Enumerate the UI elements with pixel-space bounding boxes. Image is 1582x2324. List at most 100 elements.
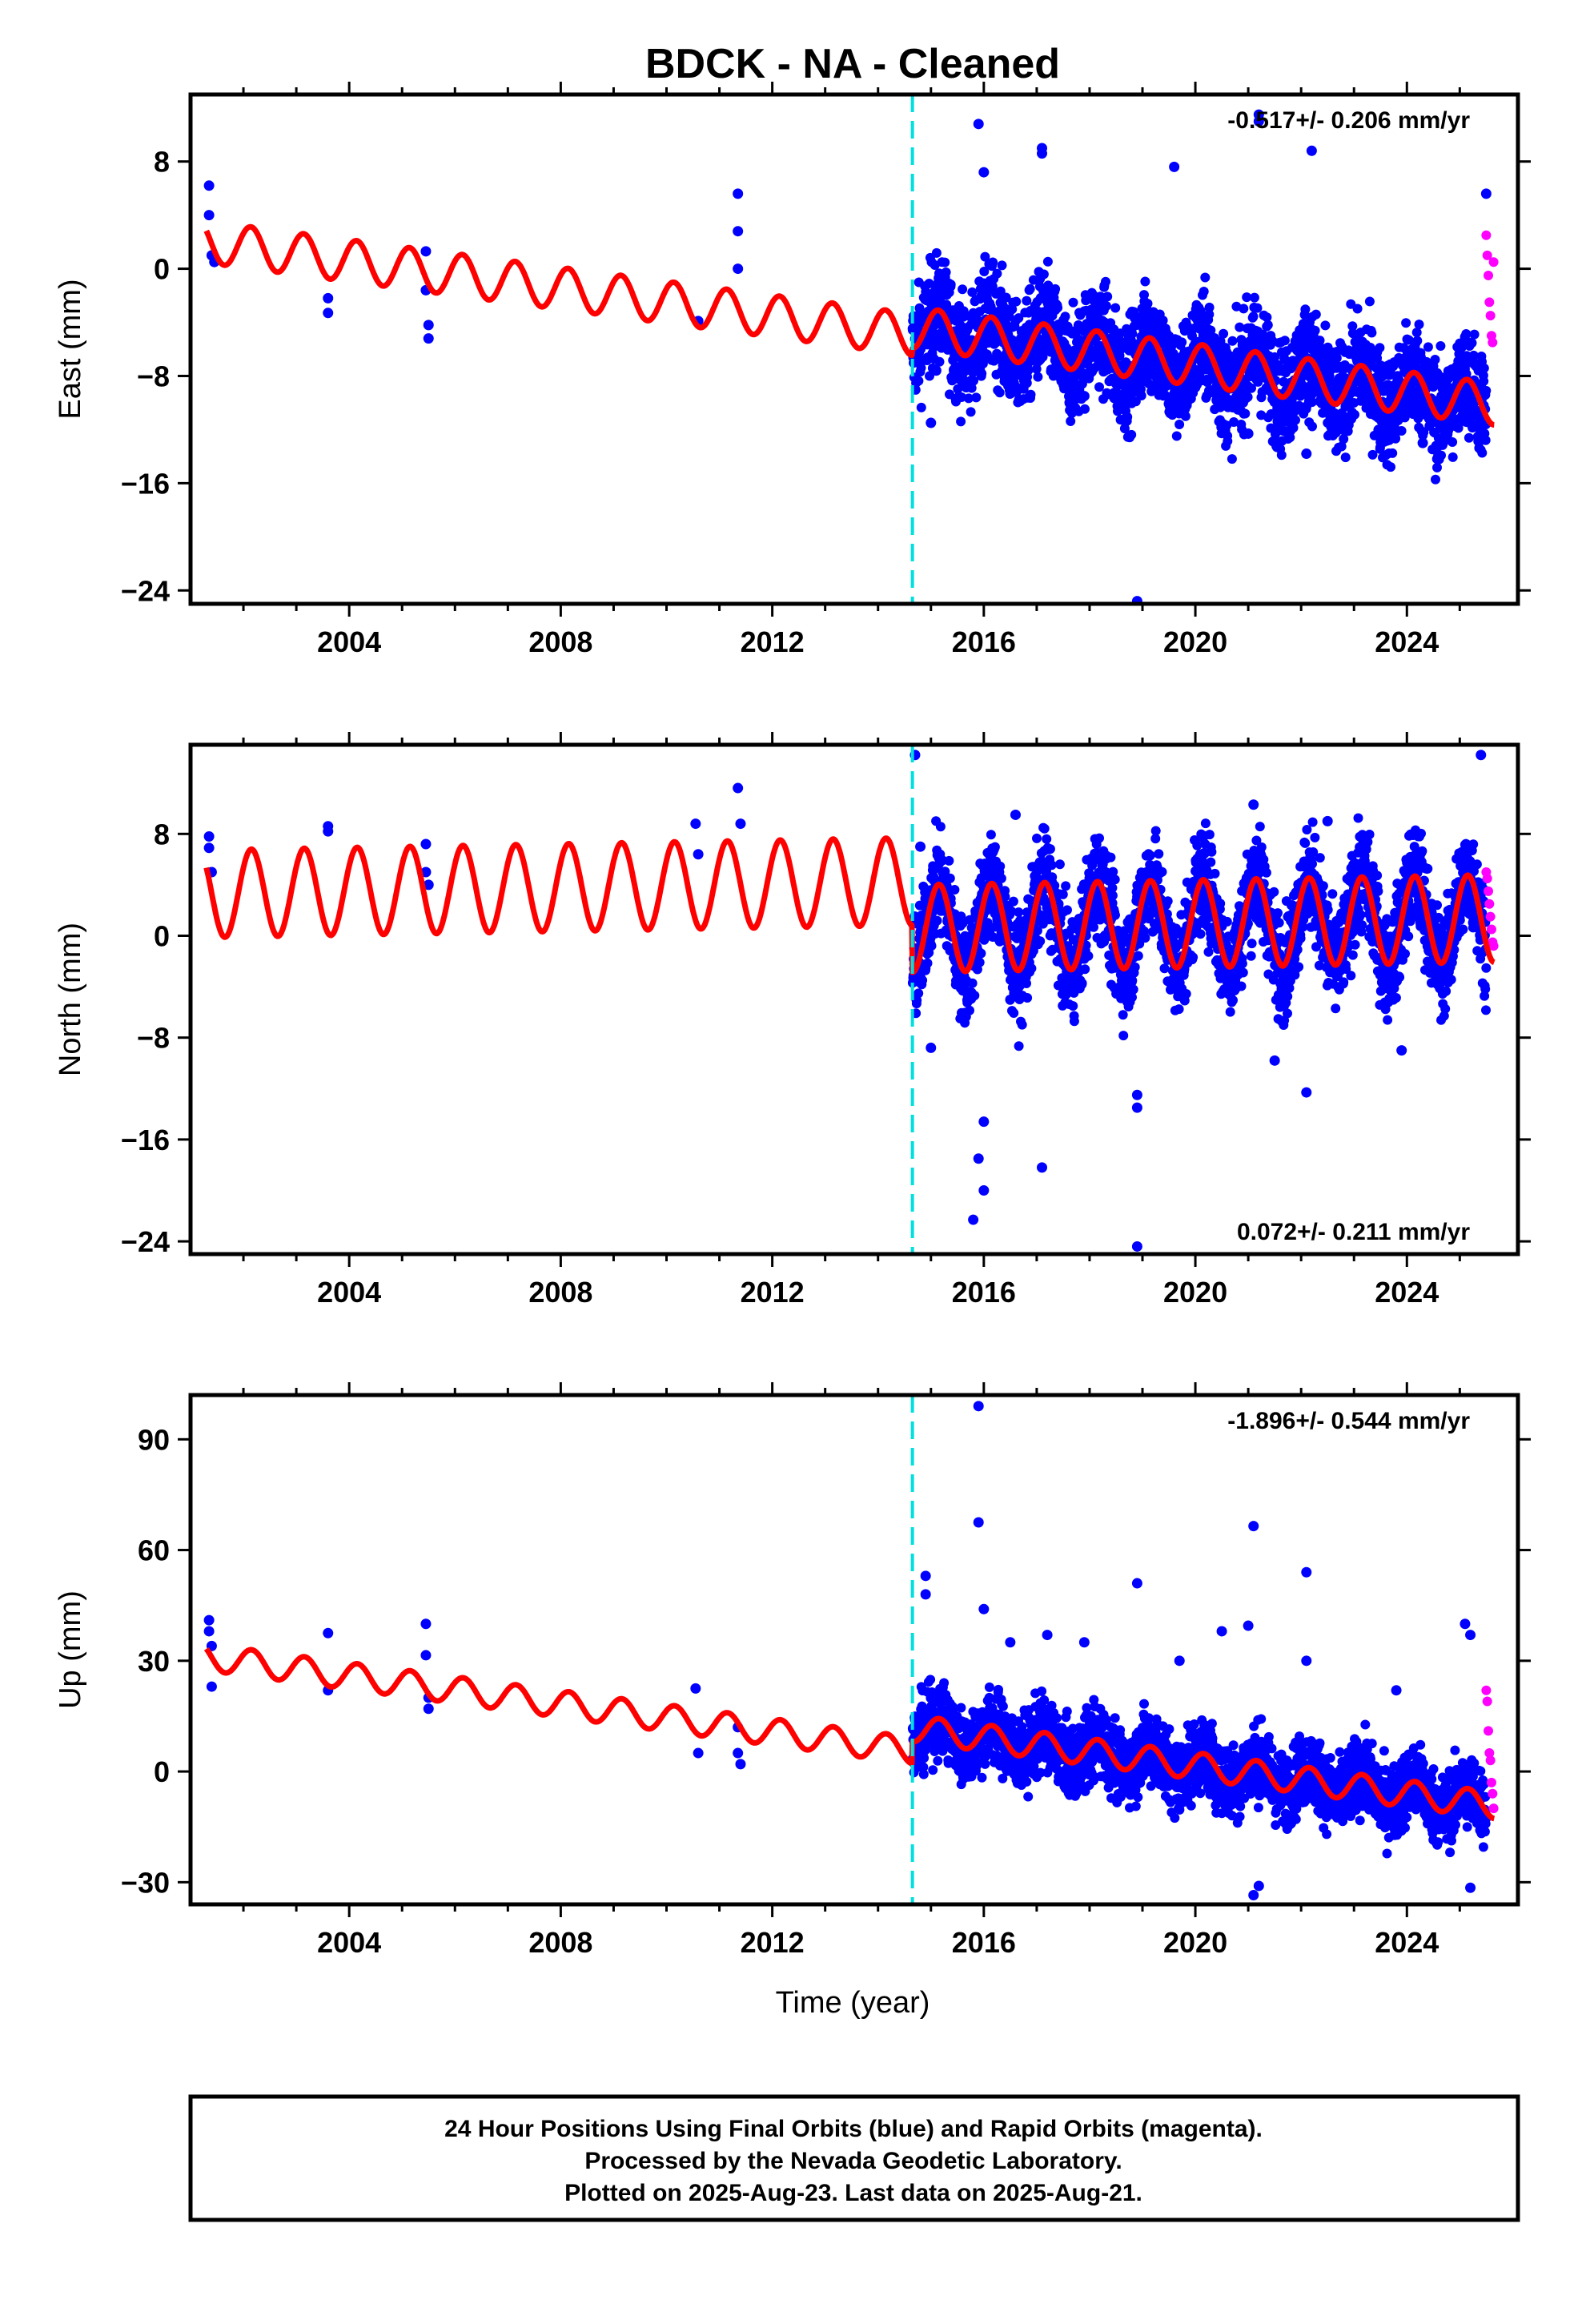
final-orbit-point	[1050, 283, 1061, 294]
final-orbit-point	[1252, 303, 1263, 313]
final-orbit-point	[1101, 276, 1110, 287]
final-orbit-point	[733, 188, 744, 199]
final-orbit-point	[1162, 896, 1173, 907]
final-orbit-point	[1373, 886, 1383, 896]
final-orbit-point	[203, 180, 215, 191]
x-tick-label: 2012	[741, 625, 805, 658]
final-orbit-point	[931, 247, 942, 258]
final-orbit-point	[997, 260, 1007, 271]
final-orbit-point	[1412, 336, 1423, 346]
final-orbit-point	[1060, 312, 1070, 322]
east-y-ticks	[178, 160, 1531, 592]
final-orbit-point	[203, 210, 215, 221]
final-orbit-point	[1032, 833, 1042, 843]
final-orbit-point	[950, 885, 960, 895]
final-orbit-point	[1367, 328, 1377, 338]
final-orbit-point	[1225, 1007, 1235, 1017]
final-orbit-point	[946, 279, 956, 290]
final-orbit-point	[1068, 297, 1078, 308]
final-orbit-point	[953, 384, 963, 394]
final-orbit-point	[976, 948, 986, 959]
final-orbit-point	[423, 333, 434, 344]
rapid-orbit-point	[1484, 270, 1494, 280]
final-orbit-point	[1145, 850, 1155, 861]
final-orbit-point	[1014, 1041, 1024, 1051]
final-orbit-point	[913, 376, 924, 386]
final-orbit-point	[1306, 145, 1317, 156]
final-orbit-point	[1011, 296, 1022, 307]
final-orbit-point	[1339, 434, 1349, 444]
final-orbit-point	[1295, 933, 1306, 943]
final-orbit-point	[1315, 336, 1325, 346]
final-orbit-point	[1061, 881, 1071, 891]
final-orbit-point	[1017, 1019, 1027, 1030]
rapid-orbit-point	[1484, 297, 1495, 308]
final-orbit-point	[1270, 352, 1280, 362]
final-orbit-point	[916, 402, 926, 412]
final-orbit-point	[1006, 907, 1017, 916]
y-tick-label: 8	[154, 146, 170, 179]
final-orbit-point	[1133, 951, 1143, 961]
final-orbit-point	[986, 830, 996, 840]
x-tick-label: 2008	[528, 625, 592, 658]
final-orbit-point	[1391, 993, 1401, 1003]
final-orbit-point	[1188, 952, 1199, 963]
final-orbit-point	[1031, 364, 1042, 374]
final-orbit-point	[1480, 188, 1492, 199]
final-orbit-point	[1294, 962, 1304, 972]
final-orbit-point	[1045, 844, 1055, 854]
final-orbit-point	[1080, 964, 1090, 975]
final-orbit-point	[1436, 450, 1446, 460]
final-orbit-point	[966, 407, 976, 417]
final-orbit-point	[1101, 301, 1111, 311]
final-orbit-point	[1204, 309, 1215, 320]
final-orbit-point	[1307, 817, 1318, 827]
final-orbit-point	[1432, 462, 1442, 472]
final-orbit-point	[1367, 449, 1378, 460]
final-orbit-point	[1077, 978, 1087, 988]
y-tick-label: −16	[121, 467, 170, 500]
final-orbit-point	[1307, 858, 1317, 869]
final-orbit-point	[969, 376, 978, 386]
final-orbit-point	[1169, 161, 1180, 172]
final-orbit-point	[988, 257, 998, 267]
final-orbit-point	[935, 822, 946, 832]
final-orbit-point	[1350, 409, 1359, 420]
final-orbit-point	[1287, 900, 1298, 910]
final-orbit-point	[1253, 376, 1263, 387]
final-orbit-point	[1106, 852, 1116, 862]
final-orbit-point	[1401, 318, 1411, 328]
final-orbit-point	[1022, 993, 1033, 1003]
final-orbit-point	[1042, 834, 1052, 844]
final-orbit-point	[1174, 1004, 1184, 1015]
rapid-orbit-point	[1488, 337, 1498, 348]
final-orbit-point	[1283, 1008, 1292, 1019]
final-orbit-point	[966, 383, 977, 393]
final-orbit-point	[1039, 823, 1050, 834]
final-orbit-point	[1228, 995, 1238, 1005]
final-orbit-point	[1276, 450, 1287, 460]
final-orbit-point	[1127, 992, 1137, 1003]
final-orbit-point	[1126, 429, 1137, 440]
final-orbit-point	[1419, 427, 1429, 437]
final-orbit-point	[1239, 304, 1249, 314]
final-orbit-point	[1347, 321, 1358, 332]
final-orbit-point	[1414, 320, 1424, 330]
final-orbit-point	[1477, 448, 1488, 458]
final-orbit-point	[930, 365, 942, 376]
final-orbit-point	[1387, 448, 1398, 458]
rapid-orbit-point	[1482, 250, 1492, 260]
final-orbit-point	[1200, 272, 1211, 283]
final-orbit-point	[1256, 842, 1267, 852]
final-orbit-point	[1207, 846, 1217, 857]
final-orbit-point	[1110, 875, 1120, 885]
final-orbit-point	[1000, 891, 1010, 902]
final-orbit-point	[1395, 972, 1405, 983]
final-orbit-point	[1118, 1031, 1129, 1041]
final-orbit-point	[917, 975, 928, 986]
final-orbit-point	[1108, 866, 1118, 877]
final-orbit-point	[1273, 908, 1283, 919]
final-orbit-point	[1355, 910, 1366, 920]
final-orbit-point	[1118, 1010, 1128, 1020]
final-orbit-point	[987, 281, 998, 292]
